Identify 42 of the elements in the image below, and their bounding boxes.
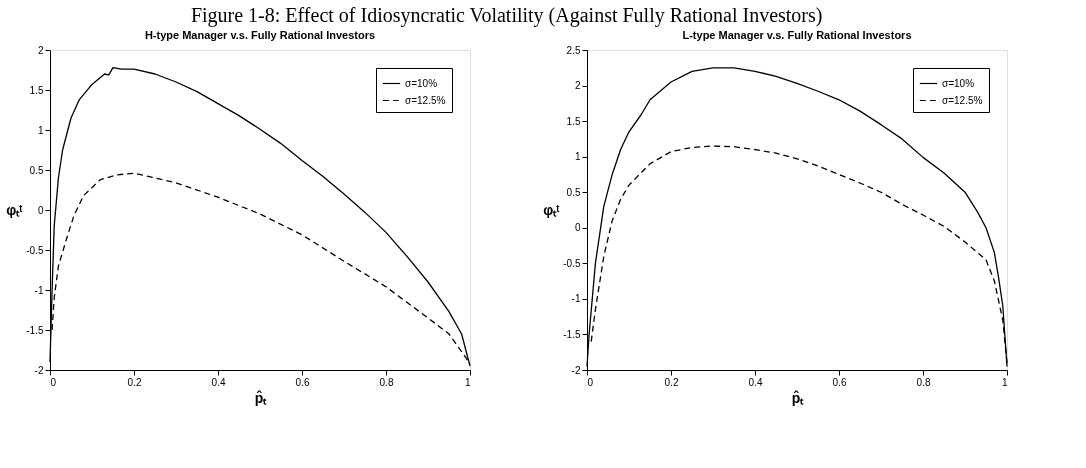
y-tick-label: 0.5: [29, 164, 44, 176]
x-tick-label: 1: [1001, 376, 1008, 388]
y-tick-label: -0.5: [563, 257, 581, 269]
y-tick-label: 2: [37, 44, 44, 56]
x-tick-label: 0.6: [295, 376, 310, 388]
caption: Figure 1-8: Effect of Idiosyncratic Volatility (Against Fully Rational Investors): [190, 3, 823, 27]
legend-label: σ=12.5%: [942, 94, 983, 106]
legend-label: σ=12.5%: [405, 94, 446, 106]
legend-label: σ=10%: [405, 77, 438, 89]
y-tick-label: -0.5: [26, 244, 44, 256]
y-tick-label: -1: [571, 293, 581, 305]
chart-title: H-type Manager v.s. Fully Rational Investors: [144, 29, 376, 41]
y-tick-label: -1.5: [563, 328, 581, 340]
x-tick-label: 0.8: [379, 376, 394, 388]
x-tick-label: 0: [587, 376, 594, 388]
y-tick-label: -2: [571, 364, 581, 376]
y-tick-label: 2: [574, 80, 581, 92]
y-tick-label: 1.5: [566, 115, 581, 127]
x-axis-title: p̂ₜ: [791, 389, 805, 406]
y-tick-label: 1: [37, 124, 44, 136]
y-tick-label: -2: [34, 364, 44, 376]
y-tick-label: 1.5: [29, 84, 44, 96]
y-tick-label: 0: [574, 222, 581, 234]
y-tick-label: -1.5: [26, 324, 44, 336]
x-tick-label: 0.2: [127, 376, 142, 388]
legend-label: σ=10%: [942, 77, 975, 89]
x-tick-label: 0.4: [211, 376, 226, 388]
y-tick-label: 1: [574, 151, 581, 163]
x-axis-title: p̂ₜ: [254, 389, 268, 406]
y-tick-label: 2.5: [566, 44, 581, 56]
x-tick-label: 0.6: [832, 376, 847, 388]
y-tick-label: 0: [37, 204, 44, 216]
x-tick-label: 0.2: [664, 376, 679, 388]
y-tick-label: -1: [34, 284, 44, 296]
x-tick-label: 1: [464, 376, 471, 388]
y-axis-title: φₜᵗ: [543, 201, 560, 218]
y-axis-title: φₜᵗ: [6, 201, 23, 218]
chart-title: L-type Manager v.s. Fully Rational Investors: [682, 29, 912, 41]
x-tick-label: 0: [50, 376, 57, 388]
x-tick-label: 0.4: [748, 376, 763, 388]
y-tick-label: 0.5: [566, 186, 581, 198]
x-tick-label: 0.8: [916, 376, 931, 388]
